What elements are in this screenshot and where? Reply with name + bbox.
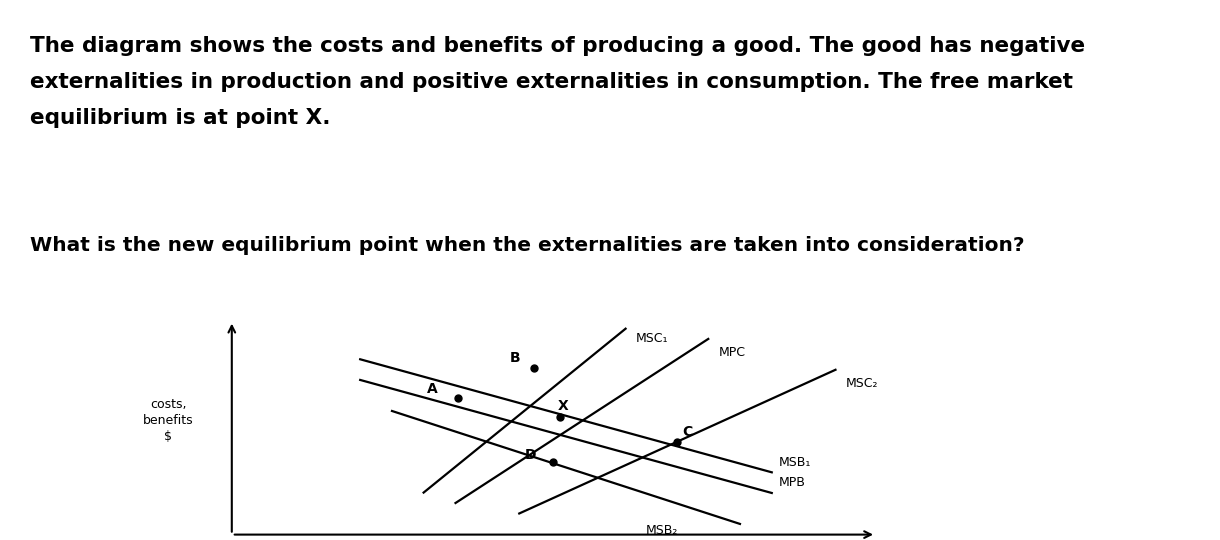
Text: MPC: MPC xyxy=(719,346,745,359)
Text: MSB₁: MSB₁ xyxy=(780,456,811,469)
Text: B: B xyxy=(510,351,521,365)
Text: costs,
benefits
$: costs, benefits $ xyxy=(143,399,194,443)
Text: MSC₂: MSC₂ xyxy=(845,377,878,390)
Text: C: C xyxy=(682,424,692,438)
Text: MPB: MPB xyxy=(780,476,806,489)
Text: X: X xyxy=(558,399,569,413)
Text: What is the new equilibrium point when the externalities are taken into consider: What is the new equilibrium point when t… xyxy=(30,236,1025,255)
Text: MSC₁: MSC₁ xyxy=(636,332,669,345)
Text: MSB₂: MSB₂ xyxy=(645,524,678,537)
Text: A: A xyxy=(427,382,438,396)
Text: The diagram shows the costs and benefits of producing a good. The good has negat: The diagram shows the costs and benefits… xyxy=(30,36,1086,129)
Text: D: D xyxy=(526,448,537,462)
